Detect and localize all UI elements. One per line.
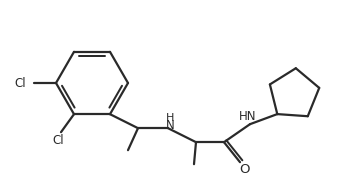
Text: N: N: [166, 119, 174, 132]
Text: HN: HN: [239, 110, 257, 123]
Text: O: O: [240, 163, 250, 176]
Text: Cl: Cl: [52, 134, 64, 147]
Text: Cl: Cl: [14, 76, 26, 89]
Text: H: H: [166, 113, 174, 123]
